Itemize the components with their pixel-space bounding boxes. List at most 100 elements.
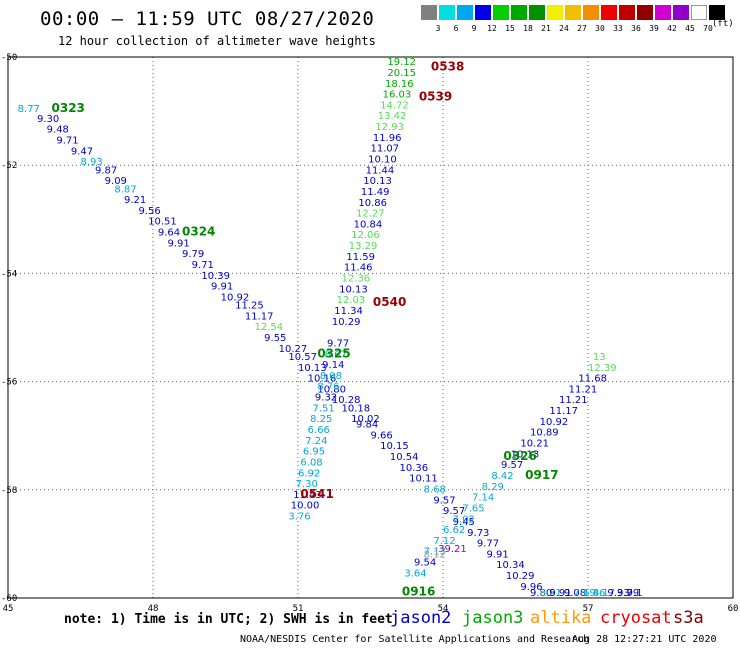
wave-height-point: 10.11 bbox=[409, 474, 438, 485]
wave-height-point: 9.79 bbox=[182, 249, 204, 260]
colorbar-label: 70 bbox=[703, 24, 713, 33]
wave-height-point: 7.30 bbox=[296, 479, 318, 490]
x-tick-label: 54 bbox=[438, 604, 449, 614]
satellite-legend-s3a: s3a bbox=[673, 608, 704, 628]
wave-height-point: 11.17 bbox=[245, 311, 274, 322]
chart-subtitle: 12 hour collection of altimeter wave hei… bbox=[58, 34, 376, 48]
colorbar-label: 15 bbox=[505, 24, 515, 33]
colorbar-swatch bbox=[421, 5, 437, 20]
colorbar-label: 24 bbox=[559, 24, 569, 33]
wave-height-point: 8.77 bbox=[18, 104, 40, 115]
wave-height-point: 11.34 bbox=[334, 306, 363, 317]
colorbar-label: 12 bbox=[487, 24, 497, 33]
colorbar-swatch bbox=[691, 5, 707, 20]
wave-height-point: 10.36 bbox=[400, 463, 429, 474]
wave-height-point: 9.30 bbox=[37, 114, 59, 125]
wave-height-point: 10.84 bbox=[354, 219, 383, 230]
colorbar-swatch bbox=[511, 5, 527, 20]
colorbar-swatch bbox=[583, 5, 599, 20]
y-tick-label: -52 bbox=[1, 161, 17, 171]
pass-time-label: 0541 bbox=[300, 487, 333, 501]
wave-height-point: 9.71 bbox=[56, 136, 78, 147]
colorbar-label: 3 bbox=[435, 24, 441, 33]
x-tick-label: 51 bbox=[293, 604, 304, 614]
wave-height-point: 9.91 bbox=[211, 282, 233, 293]
wave-height-point: 10.02 bbox=[351, 414, 380, 425]
wave-height-point: 9.71 bbox=[192, 260, 214, 271]
wave-height-point: 10.92 bbox=[540, 417, 569, 428]
wave-height-point: 8.17 bbox=[593, 588, 615, 599]
wave-height-point: 8.61 bbox=[540, 588, 562, 599]
wave-height-point: 7.51 bbox=[313, 403, 335, 414]
wave-height-point: 10.57 bbox=[288, 352, 317, 363]
colorbar-label: 27 bbox=[577, 24, 587, 33]
wave-height-point: 7.65 bbox=[462, 503, 484, 514]
wave-height-point: 10.16 bbox=[308, 374, 337, 385]
pass-time-label: 0916 bbox=[402, 584, 435, 598]
wave-height-point: 12.03 bbox=[337, 295, 366, 306]
wave-height-point: 18.16 bbox=[385, 79, 414, 90]
wave-height-point: 9.21 bbox=[124, 195, 146, 206]
wave-height-point: 10.18 bbox=[342, 403, 371, 414]
pass-time-label: 0326 bbox=[503, 449, 536, 463]
wave-height-point: 39.21 bbox=[438, 544, 467, 555]
chart-title: 00:00 – 11:59 UTC 08/27/2020 bbox=[40, 8, 375, 30]
colorbar-swatch bbox=[673, 5, 689, 20]
pass-time-label: 0917 bbox=[525, 468, 558, 482]
wave-height-point: 8.42 bbox=[491, 471, 513, 482]
wave-height-point: 10.92 bbox=[221, 292, 250, 303]
wave-height-point: 6.95 bbox=[303, 447, 325, 458]
satellite-legend-altika: altika bbox=[530, 608, 592, 628]
wave-height-point: 9.45 bbox=[453, 517, 475, 528]
wave-height-point: 11.68 bbox=[578, 374, 607, 385]
axis-layer: 45 48 51 54 57 60 -50 -52 -54 -56 -58 -60 bbox=[1, 53, 738, 614]
wave-height-point: 11.21 bbox=[569, 384, 598, 395]
wave-height-point: 11.96 bbox=[373, 133, 402, 144]
colorbar-swatch bbox=[709, 5, 725, 20]
colorbar-label: 30 bbox=[595, 24, 605, 33]
wave-height-point: 9.33 bbox=[607, 588, 629, 599]
wave-height-point: 10.86 bbox=[358, 198, 387, 209]
wave-height-point: 6.62 bbox=[443, 525, 465, 536]
wave-height-point: 6.66 bbox=[308, 425, 330, 436]
wave-height-point: 9.91 bbox=[487, 549, 509, 560]
wave-height-point: 3.64 bbox=[404, 568, 426, 579]
pass-time-label: 0538 bbox=[431, 60, 464, 74]
wave-height-point: 8.25 bbox=[310, 414, 332, 425]
pass-time-label: 0540 bbox=[373, 295, 406, 309]
wave-height-point: 9.77 bbox=[327, 338, 349, 349]
wave-height-point: 11.07 bbox=[371, 144, 400, 155]
wave-height-point: 9.96 bbox=[520, 582, 542, 593]
wave-height-point: 9.73 bbox=[467, 528, 489, 539]
points-layer: 8.779.309.489.719.478.939.879.098.879.21… bbox=[18, 57, 643, 599]
wave-height-point: 13 bbox=[593, 352, 606, 363]
wave-height-point: 9.79 bbox=[617, 588, 639, 599]
wave-height-point: 8.67 bbox=[325, 349, 347, 360]
x-tick-label: 48 bbox=[148, 604, 159, 614]
wave-height-point: 9.09 bbox=[105, 176, 127, 187]
wave-height-point: 9.54 bbox=[414, 558, 436, 569]
wave-height-point: 10.80 bbox=[317, 384, 346, 395]
wave-height-point: 10.13 bbox=[511, 449, 540, 460]
wave-height-point: 10.13 bbox=[363, 176, 392, 187]
wave-height-point: 10.29 bbox=[332, 317, 361, 328]
wave-height-point: 9.14 bbox=[322, 360, 344, 371]
wave-height-point: 9.57 bbox=[443, 506, 465, 517]
wave-height-point: 19.12 bbox=[387, 57, 416, 68]
wave-height-point: 12.36 bbox=[342, 274, 371, 285]
wave-height-point: 9.32 bbox=[315, 393, 337, 404]
wave-height-point: 9.66 bbox=[371, 430, 393, 441]
wave-height-point: 10.39 bbox=[201, 271, 230, 282]
wave-height-point: 12.27 bbox=[356, 209, 385, 220]
wave-height-point: 10.00 bbox=[291, 501, 320, 512]
wave-height-point: 12.54 bbox=[255, 322, 284, 333]
wave-height-point: 9.57 bbox=[501, 460, 523, 471]
wave-height-point: 20.15 bbox=[387, 68, 416, 79]
wave-height-point: 7.02 bbox=[453, 514, 475, 525]
satellite-legend-jason2: jason2 bbox=[390, 608, 452, 628]
wave-height-point: 6.46 bbox=[583, 588, 605, 599]
colorbar-swatch bbox=[439, 5, 455, 20]
wave-height-point: 10.13 bbox=[339, 284, 368, 295]
colorbar-swatch bbox=[565, 5, 581, 20]
wave-height-point: 10.13 bbox=[298, 363, 327, 374]
